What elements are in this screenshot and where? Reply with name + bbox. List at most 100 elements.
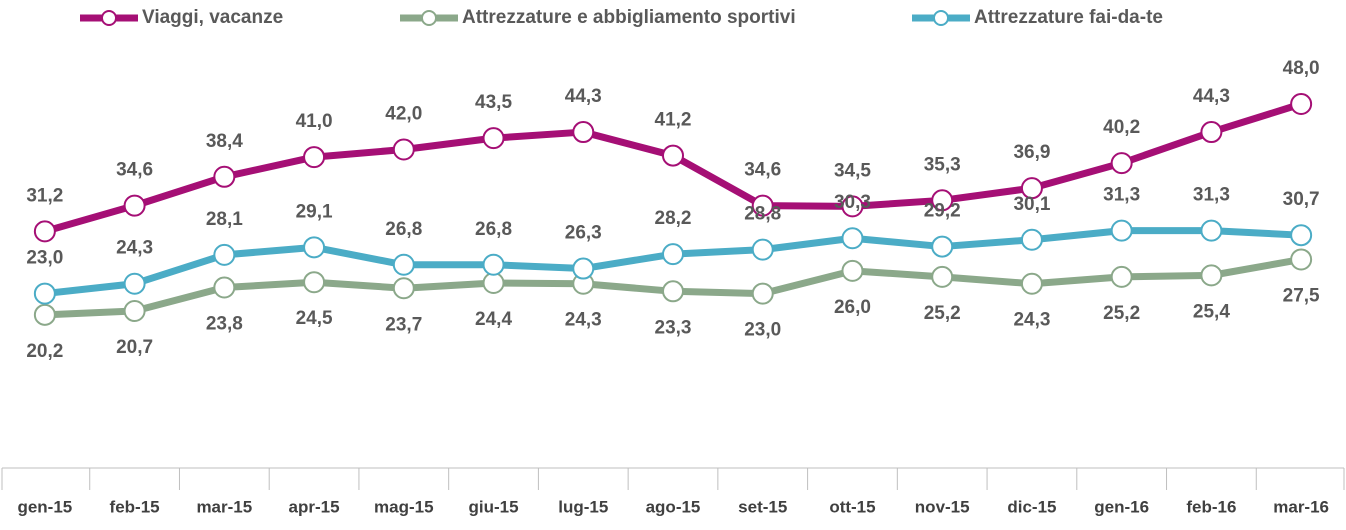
point [33,282,56,305]
data-label: 29,2 [924,201,961,222]
x-tick-label: dic-15 [1007,497,1056,516]
data-label: 28,8 [744,204,781,225]
point [123,272,146,295]
point [303,271,326,294]
data-label: 24,5 [296,308,333,329]
point [931,265,954,288]
data-label: 23,7 [385,314,422,335]
data-label: 31,3 [1103,185,1140,206]
data-label: 30,1 [1013,194,1050,215]
point [1110,152,1133,175]
legend-marker [101,10,117,26]
data-label: 30,3 [834,192,871,213]
data-label: 31,3 [1193,185,1230,206]
data-label: 24,4 [475,309,512,330]
point [1200,121,1223,144]
x-tick-label: mar-15 [196,497,252,516]
point [1290,93,1313,115]
data-label: 34,6 [744,160,781,181]
point [751,238,774,261]
legend-label: Attrezzature fai-da-te [974,7,1163,28]
point [841,259,864,282]
data-label: 25,2 [1103,303,1140,324]
point [1200,219,1223,242]
x-tick-label: mar-16 [1273,497,1329,516]
point [33,220,56,243]
data-label: 28,1 [206,209,243,230]
x-tick-label: mag-15 [374,497,434,516]
data-label: 26,0 [834,297,871,318]
data-label: 20,2 [26,341,63,362]
data-label: 24,3 [1013,310,1050,331]
data-label: 42,0 [385,104,422,125]
data-label: 25,4 [1193,301,1230,322]
data-label: 31,2 [26,185,63,206]
x-tick-label: giu-15 [469,497,519,516]
x-tick-label: nov-15 [915,497,970,516]
legend-marker [421,10,437,26]
data-label: 23,8 [206,314,243,335]
data-label: 38,4 [206,131,243,152]
legend-label: Attrezzature e abbigliamento sportivi [462,7,796,28]
data-label: 30,7 [1283,189,1320,210]
data-label: 41,0 [296,111,333,132]
legend-label: Viaggi, vacanze [142,7,283,28]
point [392,253,415,276]
point [1290,248,1313,271]
data-label: 40,2 [1103,117,1140,138]
point [303,146,326,169]
data-label: 26,8 [385,219,422,240]
data-label: 24,3 [116,238,153,259]
point [482,127,505,150]
point [662,243,684,266]
x-tick-label: lug-15 [558,497,608,516]
point [1110,265,1133,288]
data-label: 34,5 [834,160,871,181]
data-label: 36,9 [1013,142,1050,163]
point [841,195,864,218]
point [841,227,864,250]
point [662,144,684,167]
point [1110,219,1133,242]
data-label: 26,8 [475,219,512,240]
point [1290,224,1313,247]
point [123,300,146,323]
data-label: 28,2 [655,208,692,229]
point [482,271,505,294]
point [33,303,56,326]
point [662,280,684,303]
point [1020,177,1043,200]
data-label: 24,3 [565,310,602,331]
data-label: 44,3 [1193,86,1230,107]
data-label: 29,1 [296,201,333,222]
data-label: 26,3 [565,223,602,244]
point [1020,228,1043,251]
data-label: 34,6 [116,160,153,181]
data-label: 27,5 [1283,285,1320,306]
point [213,165,236,188]
point [123,194,146,217]
point [213,243,236,266]
data-label: 25,2 [924,303,961,324]
data-label: 44,3 [565,86,602,107]
point [1020,272,1043,295]
data-label: 41,2 [655,110,692,131]
x-tick-label: gen-16 [1094,497,1149,516]
point [931,189,954,212]
data-label: 48,0 [1283,58,1320,79]
data-label: 23,0 [744,320,781,341]
data-label: 23,0 [26,248,63,269]
legend-marker [933,10,949,26]
point [572,257,595,280]
point [931,235,954,258]
x-tick-label: ago-15 [646,497,701,516]
data-label: 43,5 [475,92,512,113]
point [213,276,236,299]
x-tick-label: set-15 [738,497,787,516]
data-label: 35,3 [924,154,961,175]
point [482,253,505,276]
point [303,236,326,259]
point [1200,264,1223,287]
point [751,282,774,305]
